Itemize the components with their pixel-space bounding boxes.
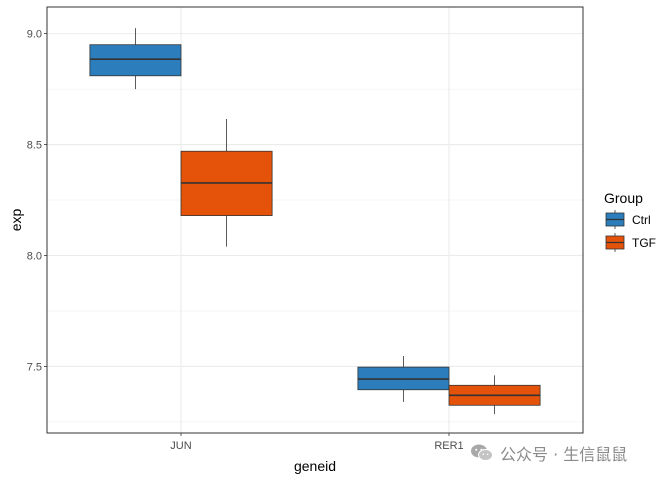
- legend-label: TGF: [632, 236, 656, 250]
- watermark-text: 公众号 · 生信鼠鼠: [500, 445, 628, 464]
- x-tick-label: JUN: [170, 440, 191, 452]
- wechat-icon: [471, 444, 493, 461]
- y-tick-label: 7.5: [27, 361, 42, 373]
- legend-label: Ctrl: [632, 213, 651, 227]
- legend-item-ctrl: Ctrl: [605, 210, 651, 229]
- x-tick-label: RER1: [434, 440, 463, 452]
- y-tick-label: 8.0: [27, 251, 42, 263]
- box-tgf-jun: [180, 119, 273, 247]
- legend-title: Group: [604, 190, 643, 206]
- plot-panel: [47, 7, 583, 433]
- watermark: 公众号 · 生信鼠鼠: [470, 440, 660, 466]
- y-tick-label: 8.5: [27, 140, 42, 152]
- y-tick-label: 9.0: [27, 29, 42, 41]
- box-tgf-rer1: [448, 375, 541, 415]
- box-body: [89, 44, 182, 77]
- x-axis-title: geneid: [294, 458, 336, 474]
- y-axis-title: exp: [8, 209, 24, 232]
- legend-item-tgf: TGF: [605, 233, 656, 252]
- panel-border: [46, 6, 584, 434]
- box-ctrl-rer1: [357, 356, 450, 402]
- box-ctrl-jun: [89, 28, 182, 90]
